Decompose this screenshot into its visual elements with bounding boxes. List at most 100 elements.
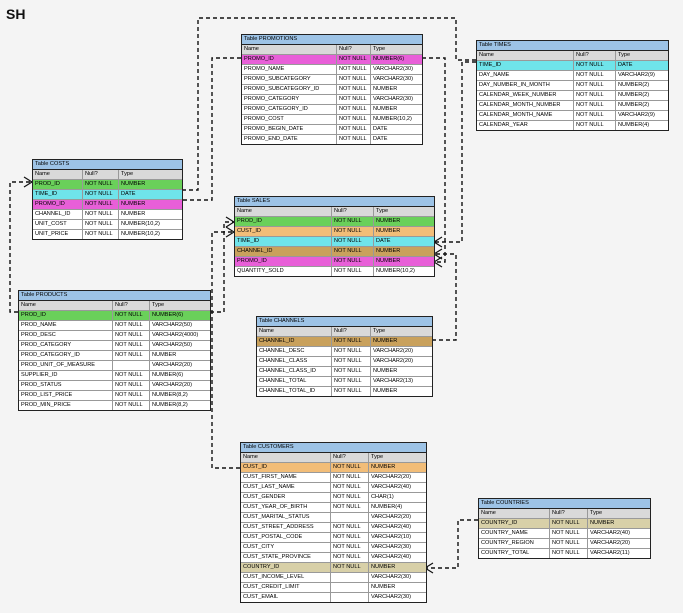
- table-title: Table CUSTOMERS: [241, 443, 426, 453]
- table-row: CHANNEL_CLASS NOT NULL VARCHAR2(20): [257, 357, 432, 367]
- column-type: VARCHAR2(10): [371, 534, 411, 540]
- column-name: PROD_LIST_PRICE: [19, 391, 113, 400]
- column-nullability: NOT NULL: [332, 237, 374, 246]
- column-name: CHANNEL_CLASS_ID: [257, 367, 332, 376]
- table-row: CALENDAR_WEEK_NUMBER NOT NULL NUMBER(2): [477, 91, 668, 101]
- column-header: Null?: [332, 327, 371, 336]
- column-nullability: [331, 583, 369, 592]
- table-row: CALENDAR_YEAR NOT NULL NUMBER(4): [477, 121, 668, 130]
- column-header: Name: [235, 207, 332, 216]
- column-name: PROMO_BEGIN_DATE: [242, 125, 337, 134]
- table-row: CHANNEL_CLASS_ID NOT NULL NUMBER: [257, 367, 432, 377]
- column-name: CHANNEL_ID: [235, 247, 332, 256]
- table-row: PROMO_ID NOT NULL NUMBER: [235, 257, 434, 267]
- column-name: CUST_CITY: [241, 543, 331, 552]
- column-name: PROD_CATEGORY: [19, 341, 113, 350]
- column-nullability: NOT NULL: [332, 247, 374, 256]
- column-name: CALENDAR_WEEK_NUMBER: [477, 91, 574, 100]
- column-header: Name: [477, 51, 574, 60]
- column-type: VARCHAR2(40): [590, 530, 630, 536]
- column-type: NUMBER: [371, 584, 396, 590]
- column-nullability: NOT NULL: [113, 351, 150, 360]
- column-name: CUST_EMAIL: [241, 593, 331, 602]
- column-header: Type: [590, 510, 603, 516]
- column-type: VARCHAR2(20): [373, 348, 413, 354]
- column-header: Null?: [332, 207, 374, 216]
- column-nullability: NOT NULL: [574, 121, 616, 130]
- column-name: CUST_INCOME_LEVEL: [241, 573, 331, 582]
- column-nullability: NOT NULL: [331, 473, 369, 482]
- table-row: SUPPLIER_ID NOT NULL NUMBER(6): [19, 371, 210, 381]
- column-type: DATE: [618, 62, 633, 68]
- column-name: CUST_YEAR_OF_BIRTH: [241, 503, 331, 512]
- table-row: CHANNEL_ID NOT NULL NUMBER: [257, 337, 432, 347]
- column-type: VARCHAR2(20): [373, 358, 413, 364]
- column-type: VARCHAR2(50): [152, 342, 192, 348]
- column-type: VARCHAR2(20): [590, 540, 630, 546]
- table-row: DAY_NAME NOT NULL VARCHAR2(9): [477, 71, 668, 81]
- table-header-row: Name Null? Type: [33, 170, 182, 180]
- column-type: VARCHAR2(30): [371, 574, 411, 580]
- column-type: VARCHAR2(13): [373, 378, 413, 384]
- column-type: NUMBER(2): [618, 82, 650, 88]
- table-countries: Table COUNTRIES Name Null? Type COUNTRY_ID NO…: [478, 498, 651, 559]
- table-row: UNIT_COST NOT NULL NUMBER(10,2): [33, 220, 182, 230]
- column-nullability: NOT NULL: [331, 553, 369, 562]
- column-name: UNIT_PRICE: [33, 230, 83, 239]
- column-nullability: NOT NULL: [331, 493, 369, 502]
- column-type: NUMBER(2): [618, 92, 650, 98]
- countries-customers-link: [425, 519, 478, 569]
- column-nullability: NOT NULL: [113, 371, 150, 380]
- column-nullability: NOT NULL: [550, 529, 588, 538]
- column-nullability: NOT NULL: [332, 217, 374, 226]
- column-name: PROMO_ID: [33, 200, 83, 209]
- table-row: CHANNEL_DESC NOT NULL VARCHAR2(20): [257, 347, 432, 357]
- column-nullability: NOT NULL: [574, 101, 616, 110]
- column-type: NUMBER: [371, 464, 396, 470]
- column-name: TIME_ID: [235, 237, 332, 246]
- products-costs-link: [9, 181, 32, 313]
- table-row: COUNTRY_ID NOT NULL NUMBER: [479, 519, 650, 529]
- table-row: TIME_ID NOT NULL DATE: [235, 237, 434, 247]
- table-row: CUST_INCOME_LEVEL VARCHAR2(30): [241, 573, 426, 583]
- table-row: PROD_MIN_PRICE NOT NULL NUMBER(8,2): [19, 401, 210, 410]
- times-sales-link: [434, 61, 476, 243]
- column-nullability: NOT NULL: [113, 311, 150, 320]
- column-header: Type: [376, 208, 389, 214]
- table-header-row: Name Null? Type: [242, 45, 422, 55]
- column-header: Null?: [574, 51, 616, 60]
- table-row: PROMO_CATEGORY_ID NOT NULL NUMBER: [242, 105, 422, 115]
- table-header-row: Name Null? Type: [479, 509, 650, 519]
- table-row: CUST_GENDER NOT NULL CHAR(1): [241, 493, 426, 503]
- column-header: Name: [19, 301, 113, 310]
- column-name: SUPPLIER_ID: [19, 371, 113, 380]
- column-nullability: NOT NULL: [332, 337, 371, 346]
- column-name: COUNTRY_NAME: [479, 529, 550, 538]
- column-name: PROMO_NAME: [242, 65, 337, 74]
- column-name: UNIT_COST: [33, 220, 83, 229]
- column-name: TIME_ID: [477, 61, 574, 70]
- column-type: NUMBER: [376, 228, 401, 234]
- column-type: VARCHAR2(4000): [152, 332, 199, 338]
- table-row: PROD_DESC NOT NULL VARCHAR2(4000): [19, 331, 210, 341]
- table-row: PROD_ID NOT NULL NUMBER(6): [19, 311, 210, 321]
- column-type: VARCHAR2(9): [618, 112, 655, 118]
- column-type: VARCHAR2(9): [618, 72, 655, 78]
- table-row: CUST_ID NOT NULL NUMBER: [235, 227, 434, 237]
- column-nullability: NOT NULL: [113, 321, 150, 330]
- column-nullability: NOT NULL: [113, 341, 150, 350]
- table-row: CUST_STATE_PROVINCE NOT NULL VARCHAR2(40): [241, 553, 426, 563]
- column-nullability: NOT NULL: [331, 483, 369, 492]
- column-nullability: NOT NULL: [332, 227, 374, 236]
- table-title: Table PRODUCTS: [19, 291, 210, 301]
- column-type: VARCHAR2(20): [152, 362, 192, 368]
- table-header-row: Name Null? Type: [235, 207, 434, 217]
- column-nullability: NOT NULL: [83, 180, 119, 189]
- column-nullability: NOT NULL: [332, 257, 374, 266]
- table-row: PROMO_NAME NOT NULL VARCHAR2(30): [242, 65, 422, 75]
- products-sales-link: [210, 221, 234, 313]
- column-header: Type: [121, 171, 134, 177]
- column-name: PROMO_END_DATE: [242, 135, 337, 144]
- table-row: PROD_NAME NOT NULL VARCHAR2(50): [19, 321, 210, 331]
- column-name: CUST_POSTAL_CODE: [241, 533, 331, 542]
